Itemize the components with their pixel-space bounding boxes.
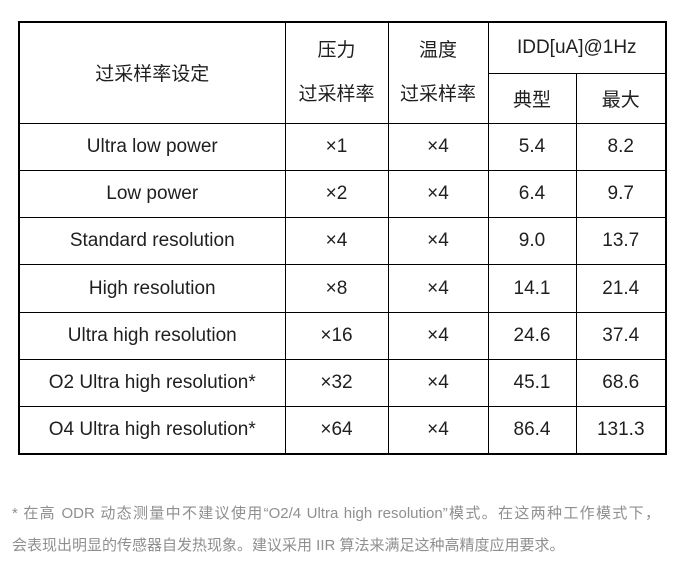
pressure-osr-cell: ×1 (284, 122, 389, 171)
temperature-osr-cell: ×4 (387, 217, 489, 266)
temperature-osr-cell: ×4 (387, 169, 489, 219)
typical-current-cell: 14.1 (487, 264, 577, 313)
typical-current-cell: 24.6 (487, 311, 577, 360)
table-row: O4 Ultra high resolution* ×64 ×4 86.4 13… (18, 406, 667, 455)
header-oversampling-settings: 过采样率设定 (18, 21, 286, 124)
pressure-osr-cell: ×8 (284, 264, 389, 313)
row-label: High resolution (18, 264, 286, 313)
max-current-cell: 9.7 (575, 169, 667, 219)
table-row: Ultra low power ×1 ×4 5.4 8.2 (18, 122, 667, 171)
typical-current-cell: 45.1 (487, 358, 577, 408)
table-row: Low power ×2 ×4 6.4 9.7 (18, 169, 667, 219)
row-label: Low power (18, 169, 286, 219)
typical-current-cell: 9.0 (487, 217, 577, 266)
max-current-cell: 131.3 (575, 406, 667, 455)
header-max: 最大 (575, 72, 667, 124)
header-row-2: 典型 最大 (19, 72, 667, 124)
pressure-osr-cell: ×4 (284, 217, 389, 266)
max-current-cell: 37.4 (575, 311, 667, 360)
temperature-osr-cell: ×4 (387, 122, 489, 171)
row-label: O4 Ultra high resolution* (18, 406, 286, 455)
header-pressure-oversampling: 压力 过采样率 (284, 21, 389, 124)
header-temperature-line1: 温度 (418, 39, 457, 61)
pressure-osr-cell: ×64 (284, 406, 389, 455)
header-temperature-oversampling: 温度 过采样率 (387, 21, 489, 124)
header-pressure-line2: 过采样率 (298, 83, 375, 105)
row-label: O2 Ultra high resolution* (18, 358, 286, 408)
header-row-1: 过采样率设定 压力 过采样率 温度 过采样率 IDD[uA]@1Hz (18, 21, 667, 124)
max-current-cell: 13.7 (575, 217, 667, 266)
oversampling-spec-table: 过采样率设定 压力 过采样率 温度 过采样率 IDD[uA]@1Hz 典型 最大… (18, 21, 668, 456)
header-typical: 典型 (487, 72, 577, 124)
temperature-osr-cell: ×4 (387, 358, 489, 408)
footnote-line-2: 会表现出明显的传感器自发热现象。建议采用 IIR 算法来满足这种高精度应用要求。 (12, 537, 565, 554)
header-temperature-line2: 过采样率 (399, 83, 476, 105)
max-current-cell: 68.6 (575, 358, 667, 408)
typical-current-cell: 5.4 (487, 122, 577, 171)
row-label: Standard resolution (18, 217, 286, 266)
pressure-osr-cell: ×16 (284, 311, 389, 360)
typical-current-cell: 6.4 (487, 169, 577, 219)
pressure-osr-cell: ×2 (284, 169, 389, 219)
footnote-line-1: * 在高 ODR 动态测量中不建议使用“O2/4 Ultra high reso… (12, 505, 660, 522)
header-pressure-line1: 压力 (317, 39, 356, 61)
row-label: Ultra high resolution (18, 311, 286, 360)
pressure-osr-cell: ×32 (284, 358, 389, 408)
footnote: * 在高 ODR 动态测量中不建议使用“O2/4 Ultra high reso… (12, 498, 660, 562)
table-row: Standard resolution ×4 ×4 9.0 13.7 (18, 217, 667, 266)
temperature-osr-cell: ×4 (387, 264, 489, 313)
table-row: Ultra high resolution ×16 ×4 24.6 37.4 (18, 311, 667, 360)
row-label: Ultra low power (18, 122, 286, 171)
max-current-cell: 21.4 (575, 264, 667, 313)
max-current-cell: 8.2 (575, 122, 667, 171)
table-row: O2 Ultra high resolution* ×32 ×4 45.1 68… (18, 358, 667, 408)
table-row: High resolution ×8 ×4 14.1 21.4 (18, 264, 667, 313)
typical-current-cell: 86.4 (487, 406, 577, 455)
temperature-osr-cell: ×4 (387, 311, 489, 360)
header-idd-current: IDD[uA]@1Hz (487, 21, 667, 74)
temperature-osr-cell: ×4 (387, 406, 489, 455)
